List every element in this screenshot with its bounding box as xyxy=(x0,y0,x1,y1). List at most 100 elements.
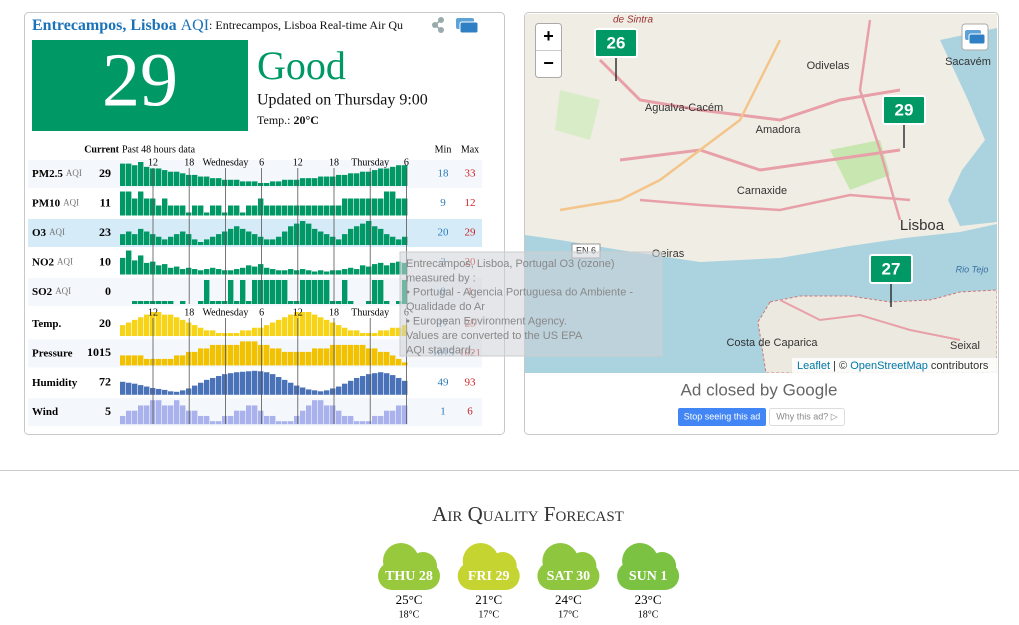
history-bar xyxy=(276,280,282,304)
history-bar xyxy=(132,355,138,366)
current-value: 11 xyxy=(100,195,111,209)
history-bar xyxy=(378,228,384,245)
layers-icon[interactable] xyxy=(961,23,989,51)
history-bar xyxy=(318,400,324,425)
history-bar xyxy=(210,236,216,245)
history-bar xyxy=(264,205,270,216)
history-bar xyxy=(300,387,306,395)
location[interactable]: Entrecampos, Lisboa xyxy=(32,17,177,34)
history-bar xyxy=(348,415,354,425)
current-value: 72 xyxy=(99,375,111,389)
history-bar xyxy=(384,191,390,216)
history-bar xyxy=(132,234,138,245)
place-labels: de Sintra Odivelas Sacavém Agualva-Cacém Ama… xyxy=(571,15,991,352)
history-bar xyxy=(180,390,186,395)
history-bar xyxy=(264,280,270,304)
tooltip-line: • European Environment Agency. xyxy=(406,316,567,328)
hour-tick-label: 12 xyxy=(293,307,303,318)
history-bar xyxy=(252,181,258,186)
hour-tick-label: Wednesday xyxy=(202,307,248,318)
history-bar xyxy=(228,179,234,186)
unit: AQI xyxy=(55,286,71,296)
history-bar xyxy=(330,176,336,186)
current-value: 20 xyxy=(99,316,111,330)
history-bar xyxy=(282,280,288,304)
history-bar xyxy=(186,351,192,366)
history-bar xyxy=(354,198,360,216)
history-bar xyxy=(378,262,384,275)
row-label: Wind xyxy=(32,406,58,418)
history-bar xyxy=(390,327,396,336)
history-bar xyxy=(138,255,144,275)
stop-ad-label[interactable]: Stop seeing this ad xyxy=(684,411,761,421)
history-bar xyxy=(180,319,186,336)
history-bar xyxy=(258,410,264,425)
stop-ad-button[interactable] xyxy=(678,408,766,426)
current-value: 10 xyxy=(99,254,111,268)
history-bar xyxy=(168,171,174,186)
zoom-out[interactable]: − xyxy=(543,53,554,73)
history-bar xyxy=(156,301,162,304)
history-bar xyxy=(276,205,282,216)
share-icon[interactable] xyxy=(432,17,444,33)
history-bar xyxy=(162,198,168,216)
history-bar xyxy=(228,373,234,395)
history-bar xyxy=(210,421,216,425)
history-bar xyxy=(240,267,246,275)
history-bar xyxy=(246,265,252,275)
history-bar xyxy=(234,269,240,275)
history-bar xyxy=(120,415,126,425)
history-bar xyxy=(222,231,228,245)
history-bar xyxy=(294,205,300,216)
history-bar xyxy=(126,250,132,275)
history-bar xyxy=(318,391,324,395)
current-header: Current xyxy=(84,144,119,155)
history-bar xyxy=(372,333,378,336)
marker-value: 29 xyxy=(895,100,914,119)
marker-box xyxy=(594,28,638,58)
window-icon[interactable] xyxy=(456,18,479,34)
history-bar xyxy=(132,383,138,395)
why-ad-label[interactable]: Why this ad? ▷ xyxy=(776,411,838,421)
history-bar xyxy=(300,221,306,245)
osm-link[interactable]: OpenStreetMap xyxy=(850,360,928,372)
history-bar xyxy=(126,163,132,186)
history-bar xyxy=(294,415,300,425)
history-bar xyxy=(234,410,240,425)
zoom-in[interactable]: + xyxy=(543,26,554,46)
leaflet-link[interactable]: Leaflet xyxy=(797,360,830,372)
history-bar xyxy=(192,385,198,395)
marker-value: 27 xyxy=(882,259,901,278)
history-bar xyxy=(120,163,126,186)
history-bar xyxy=(180,205,186,216)
unit: AQI xyxy=(63,198,79,208)
history-bar xyxy=(318,317,324,336)
history-bar xyxy=(192,325,198,336)
place-label: Sacavém xyxy=(945,56,991,68)
history-bar xyxy=(336,270,342,275)
history-bar xyxy=(330,301,336,304)
pollutant: Pressure xyxy=(32,347,73,359)
history-bar xyxy=(222,301,228,304)
tooltip-text: Entrecampos, Lisboa, Portugal O3 (ozone)… xyxy=(406,258,633,356)
why-ad-button[interactable] xyxy=(769,408,845,426)
row-label: Pressure xyxy=(32,347,73,359)
history-bar xyxy=(360,171,366,186)
history-bar xyxy=(222,415,228,425)
history-bar xyxy=(288,226,294,245)
forecast-day: THU 28 xyxy=(385,569,433,584)
history-bar xyxy=(396,301,402,304)
subtitle: : Entrecampos, Lisboa Real-time Air Qu xyxy=(209,18,403,32)
history-bar xyxy=(312,178,318,186)
history-bar xyxy=(354,226,360,245)
history-bar xyxy=(336,344,342,366)
history-bar xyxy=(240,371,246,395)
history-bar xyxy=(342,327,348,336)
place-label: Agualva-Cacém xyxy=(645,102,723,114)
history-bar xyxy=(294,312,300,336)
history-bar xyxy=(384,234,390,245)
history-bar xyxy=(120,257,126,275)
history-bar xyxy=(180,173,186,186)
history-bar xyxy=(294,179,300,186)
history-bar xyxy=(294,301,300,304)
